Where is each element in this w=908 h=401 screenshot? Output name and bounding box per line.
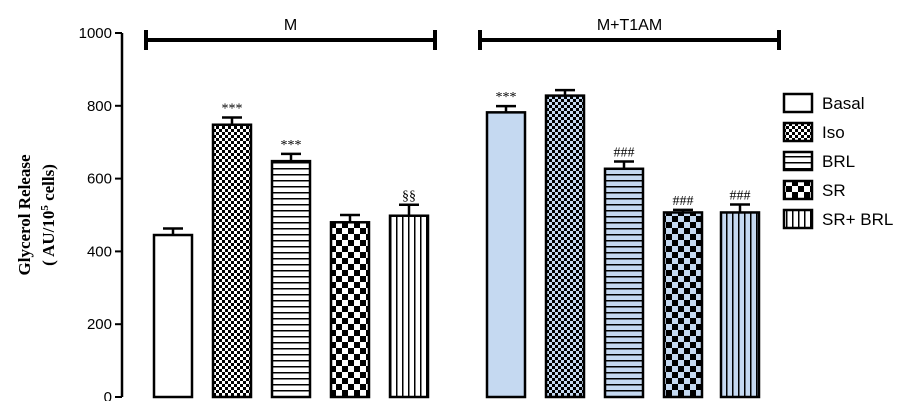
legend-swatch xyxy=(782,208,814,230)
group-label: M+T1AM xyxy=(597,17,662,34)
y-tick-label: 600 xyxy=(87,171,112,188)
legend-label: SR xyxy=(822,181,846,200)
bar xyxy=(662,211,704,399)
legend-label: SR+ BRL xyxy=(822,210,893,229)
significance-marker: *** xyxy=(222,101,243,116)
axes: 0 200 400 600 800 1000 xyxy=(79,25,124,401)
legend-swatch xyxy=(782,121,814,143)
bar xyxy=(603,167,645,399)
bar xyxy=(544,94,586,399)
bar xyxy=(719,211,761,399)
significance-marker: ### xyxy=(614,145,635,160)
bar xyxy=(211,123,253,399)
bar xyxy=(152,233,194,399)
legend: Basal Iso BRL SR SR+ BRL xyxy=(782,92,893,230)
legend-label: BRL xyxy=(822,152,855,171)
legend-label: Iso xyxy=(822,123,845,142)
y-tick-label: 200 xyxy=(87,316,112,333)
bar xyxy=(388,214,430,399)
y-axis-label-line1: Glycerol Release xyxy=(15,154,34,275)
bar xyxy=(270,159,312,399)
group-label: M xyxy=(284,17,297,34)
significance-marker: ### xyxy=(730,188,751,203)
legend-swatch xyxy=(782,92,814,114)
legend-swatch xyxy=(782,179,814,201)
bar xyxy=(329,221,371,399)
y-tick-label: 800 xyxy=(87,98,112,115)
bars: M *** *** §§ M+T1AM *** ### ### ### xyxy=(144,17,781,399)
legend-swatch xyxy=(782,150,814,172)
y-tick-label: 0 xyxy=(104,389,112,401)
significance-marker: *** xyxy=(496,90,517,105)
y-axis-label-line2: ( AU/105 cells) xyxy=(39,164,58,266)
y-tick-label: 400 xyxy=(87,243,112,260)
legend-label: Basal xyxy=(822,94,865,113)
y-tick-label: 1000 xyxy=(79,25,112,42)
bar xyxy=(485,111,527,399)
significance-marker: ### xyxy=(673,194,694,209)
significance-marker: *** xyxy=(281,138,302,153)
significance-marker: §§ xyxy=(402,189,416,204)
